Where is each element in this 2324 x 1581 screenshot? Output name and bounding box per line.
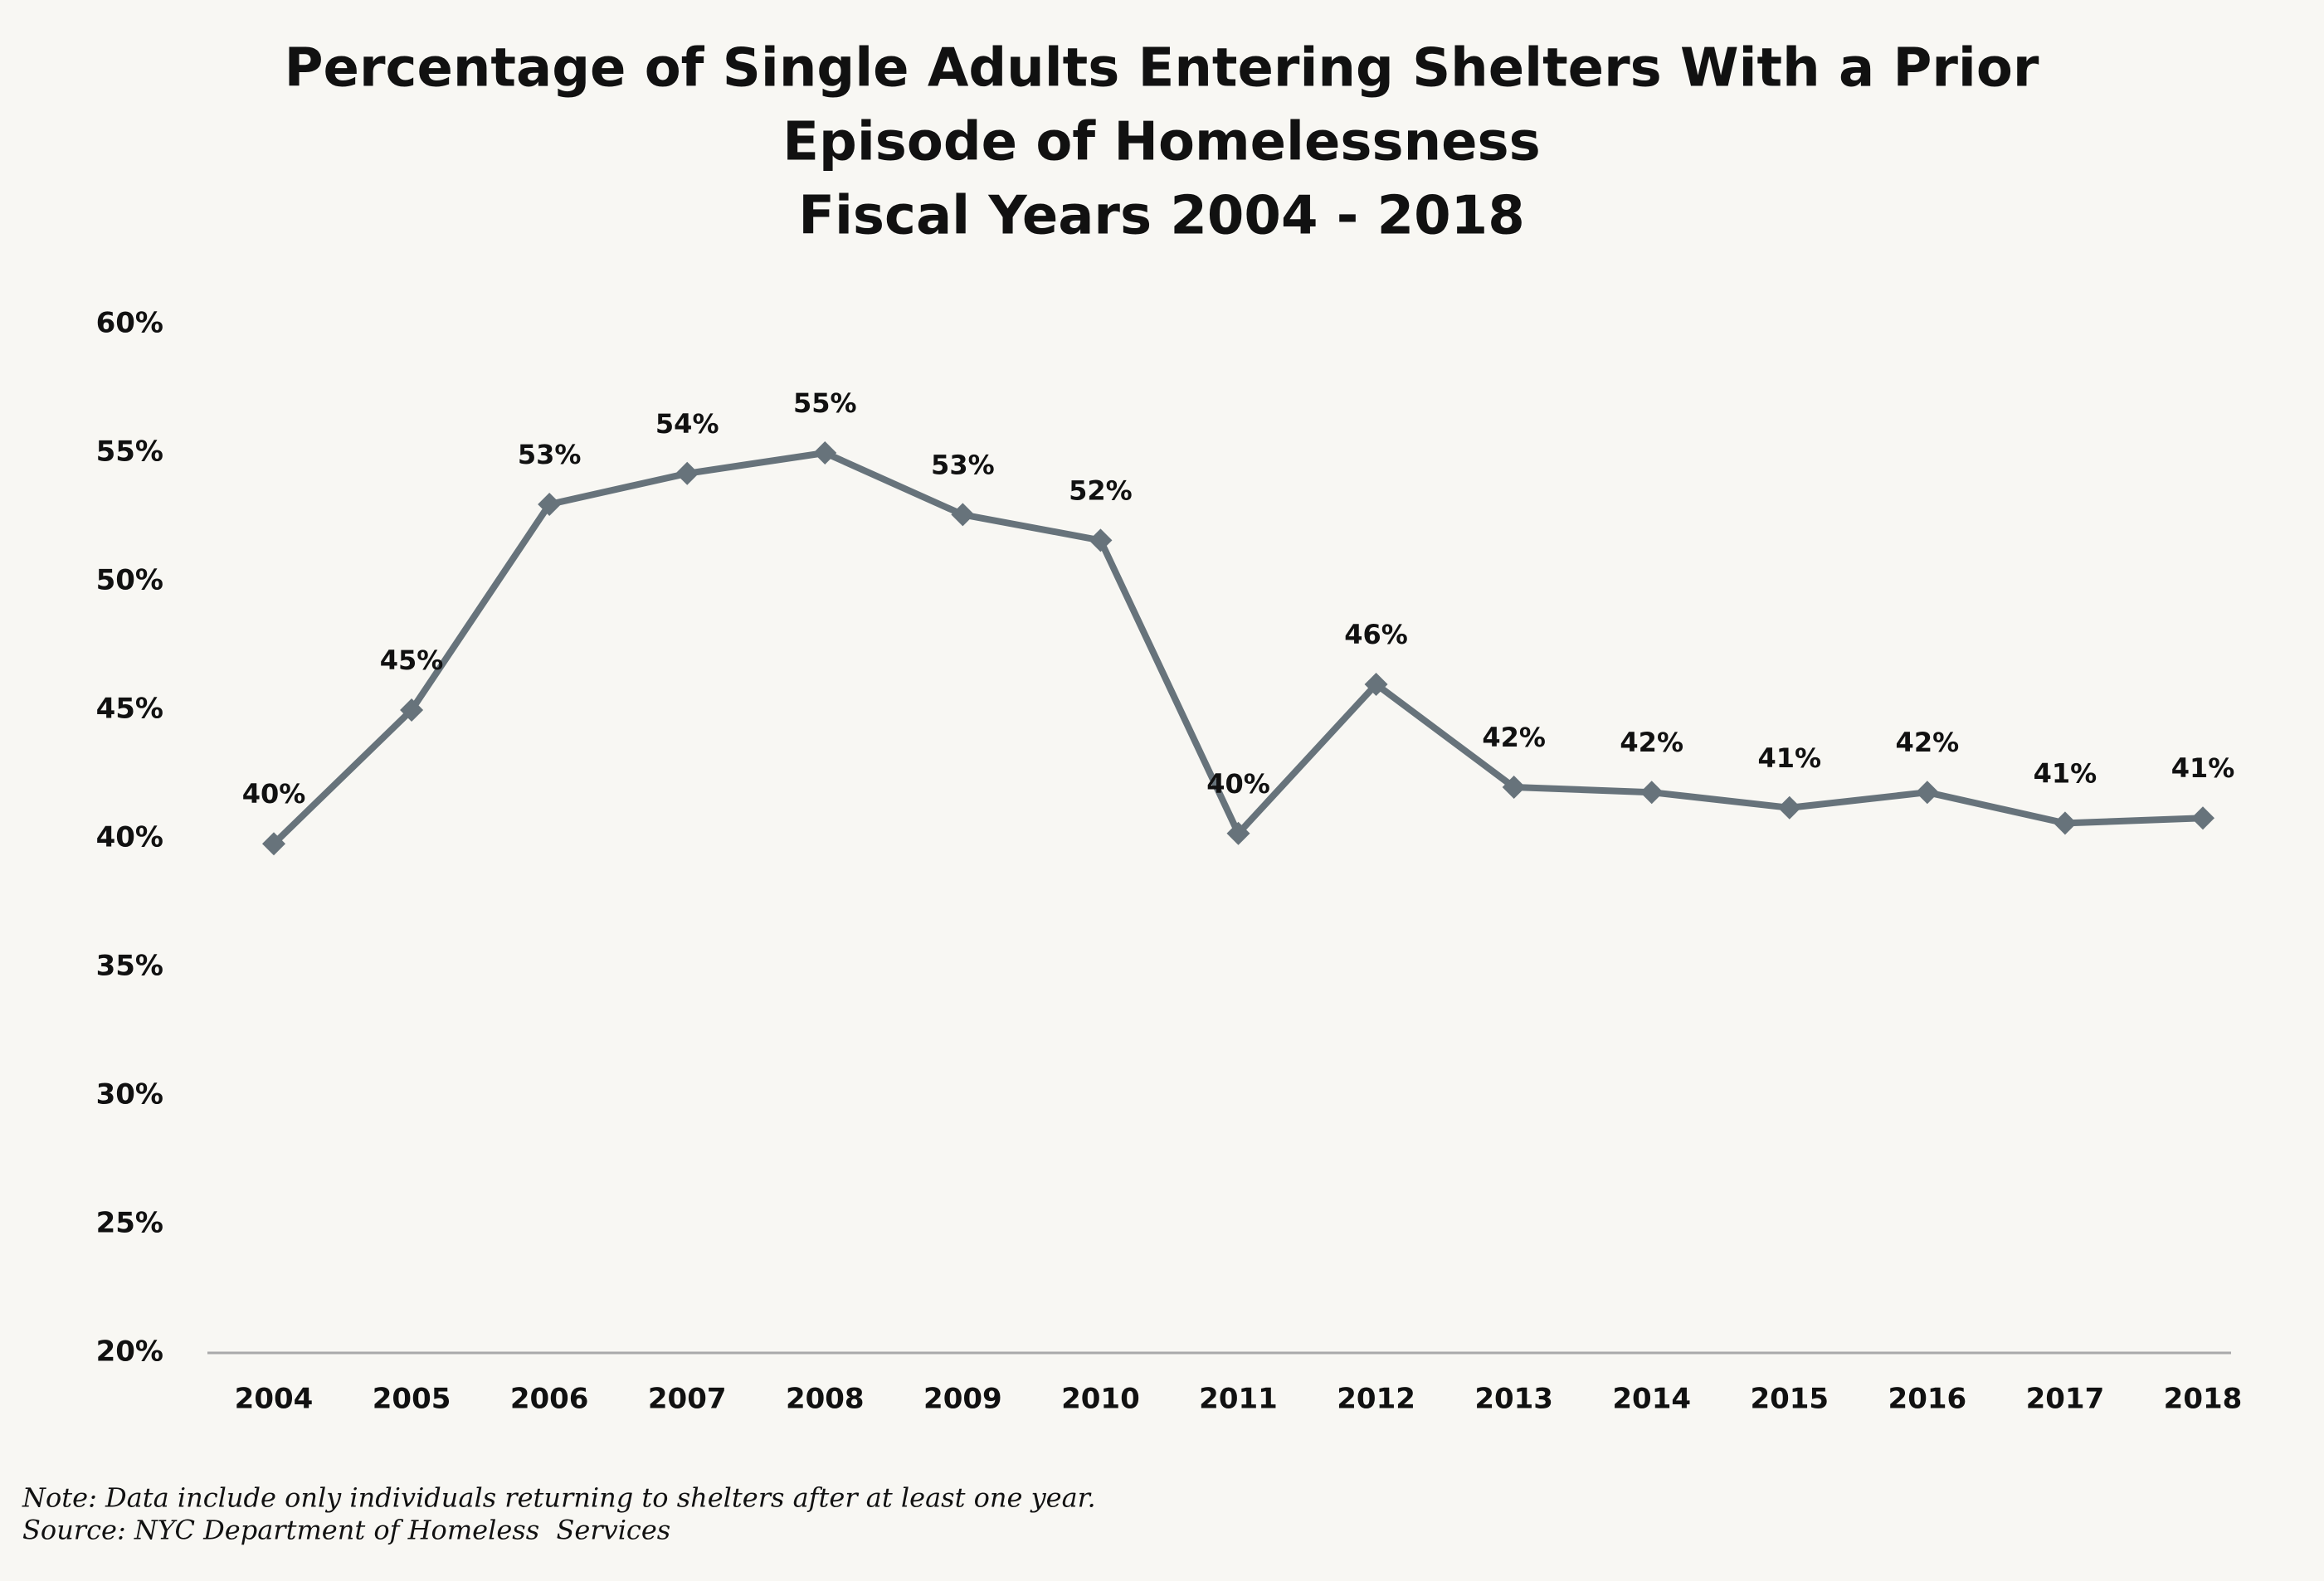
data-label: 41% [1757,742,1821,774]
x-tick-label: 2015 [1750,1383,1829,1416]
x-tick-label: 2011 [1199,1383,1278,1416]
x-tick-label: 2010 [1061,1383,1140,1416]
chart-title: Episode of Homelessness [782,112,1540,173]
data-label: 42% [1482,722,1546,753]
marker [538,493,562,516]
y-tick-label: 20% [96,1335,163,1369]
y-tick-label: 60% [96,307,163,340]
marker [813,441,837,465]
marker [1639,781,1664,805]
y-tick-label: 45% [96,693,163,726]
y-tick-label: 40% [96,821,163,854]
y-tick-label: 25% [96,1207,163,1240]
data-label: 55% [793,387,857,419]
y-tick-label: 50% [96,564,163,597]
data-label: 41% [2034,757,2097,789]
marker [400,698,424,722]
x-tick-label: 2007 [648,1383,727,1416]
data-label: 52% [1069,474,1133,506]
chart-title: Percentage of Single Adults Entering She… [285,38,2039,100]
marker [1226,821,1250,845]
marker [2053,811,2077,835]
x-tick-label: 2006 [510,1383,589,1416]
data-label: 45% [380,645,444,676]
data-label: 40% [242,778,306,810]
data-label: 46% [1344,619,1408,650]
data-label: 53% [931,449,995,480]
y-tick-label: 55% [96,435,163,469]
x-tick-label: 2013 [1474,1383,1553,1416]
marker [1364,673,1388,696]
data-label: 40% [1206,768,1270,800]
marker [1502,776,1526,799]
x-tick-label: 2018 [2164,1383,2243,1416]
x-tick-label: 2017 [2026,1383,2105,1416]
marker [2191,806,2214,830]
x-tick-label: 2014 [1612,1383,1691,1416]
y-tick-label: 35% [96,950,163,983]
chart-title: Fiscal Years 2004 - 2018 [798,186,1524,247]
x-tick-label: 2016 [1888,1383,1967,1416]
x-tick-label: 2005 [373,1383,451,1416]
marker [262,832,285,856]
x-tick-label: 2008 [786,1383,865,1416]
x-tick-label: 2004 [235,1383,314,1416]
source: Source: NYC Department of Homeless Servi… [22,1515,670,1546]
y-tick-label: 30% [96,1078,163,1112]
data-label: 41% [2171,752,2235,784]
data-label: 42% [1620,727,1683,758]
marker [1777,795,1801,820]
marker [951,503,975,527]
x-tick-label: 2009 [923,1383,1002,1416]
data-label: 53% [518,439,582,470]
data-label: 42% [1896,727,1960,758]
x-tick-label: 2012 [1337,1383,1415,1416]
note: Note: Data include only individuals retu… [22,1482,1096,1514]
marker [675,461,699,485]
marker [1915,781,1939,805]
marker [1089,528,1113,552]
data-label: 54% [655,408,719,440]
